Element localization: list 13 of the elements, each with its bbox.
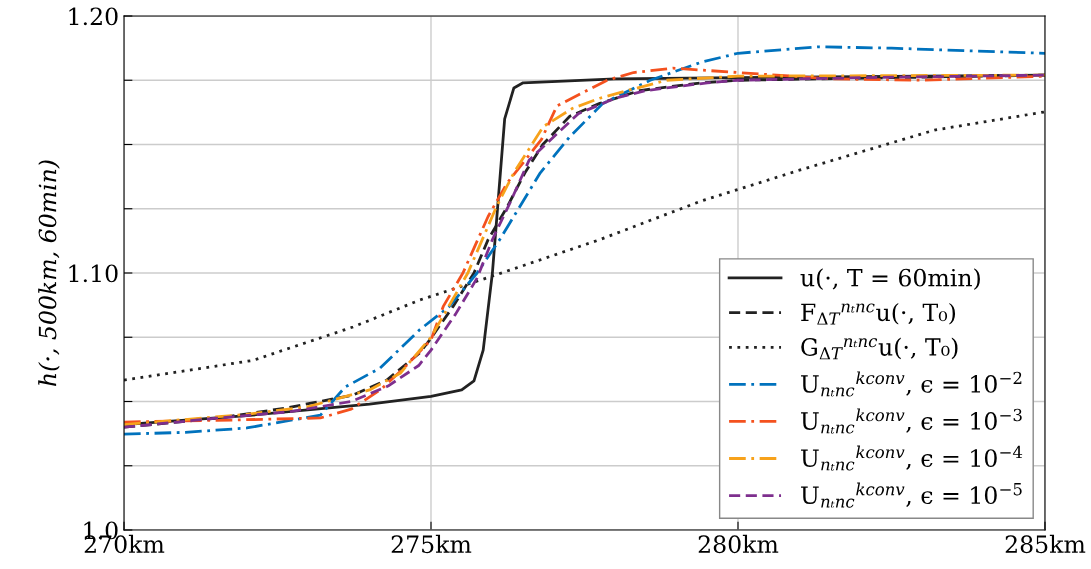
y-tick-label: 1.10 — [69, 264, 118, 283]
legend-label: U$_{nₜnc}$$^{kconv}$, ϵ = 10$^{−5}$ — [801, 482, 1022, 508]
legend-label: G$_{ΔT}$$^{nₜnc}$u(·, T₀) — [801, 337, 958, 360]
legend-label: F$_{ΔT}$$^{nₜnc}$u(·, T₀) — [801, 302, 956, 325]
x-tick-label: 275km — [391, 534, 472, 554]
x-tick-label: 285km — [1005, 534, 1086, 554]
y-axis-title: h(·, 500km, 60min) — [38, 160, 60, 386]
legend-label: U$_{nₜnc}$$^{kconv}$, ϵ = 10$^{−4}$ — [801, 445, 1023, 471]
legend-label: U$_{nₜnc}$$^{kconv}$, ϵ = 10$^{−2}$ — [801, 371, 1022, 397]
y-tick-label: 1.20 — [69, 7, 118, 26]
x-tick-label: 280km — [698, 534, 779, 554]
legend-label: u(·, T = 60min) — [800, 268, 980, 290]
legend-label: U$_{nₜnc}$$^{kconv}$, ϵ = 10$^{−3}$ — [801, 408, 1022, 434]
